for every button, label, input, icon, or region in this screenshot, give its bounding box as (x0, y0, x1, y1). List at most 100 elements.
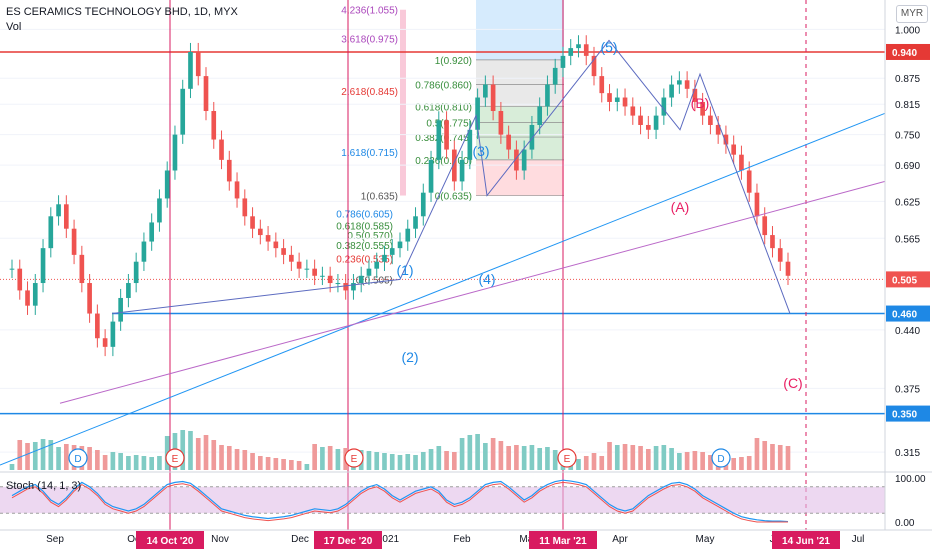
date-tag-label: 14 Jun '21 (782, 536, 830, 547)
fib-small-label: 0(0.505) (356, 275, 393, 286)
fib-small-label: 0.236(0.535) (336, 254, 393, 265)
volume-bar (397, 455, 403, 470)
volume-bar (428, 449, 434, 470)
volume-bar (475, 434, 480, 470)
candle-body (459, 159, 465, 182)
volume-bar (552, 450, 558, 470)
candle-body (746, 170, 752, 193)
fib-small-label: 0.786(0.605) (336, 209, 393, 220)
y-tick-label: 0.565 (895, 234, 920, 245)
candle-body (669, 84, 674, 98)
volume-bar (335, 449, 341, 470)
candle-body (366, 268, 372, 276)
wave-path (111, 39, 791, 315)
volume-bar (118, 453, 123, 470)
candle-body (56, 204, 61, 217)
volume-bar (645, 449, 651, 470)
fib-label: 1(0.920) (435, 56, 472, 67)
fib-label: 0.5(0.775) (426, 119, 472, 130)
dividend-marker (68, 448, 88, 468)
volume-bar (102, 455, 108, 470)
candle-body (645, 124, 651, 130)
volume-bar (149, 457, 155, 470)
volume-bar (537, 448, 543, 470)
candle-body (614, 97, 620, 102)
dividend-marker-label: D (717, 454, 724, 465)
volume-bar (420, 452, 426, 470)
candle-body (343, 283, 349, 291)
candle-body (102, 338, 108, 347)
volume-bar (514, 445, 519, 470)
volume-bar (661, 445, 667, 470)
currency-button[interactable]: MYR (896, 5, 928, 23)
fib-label: 0.618(0.810) (415, 102, 472, 113)
fib-ext-label: 1(0.635) (361, 192, 398, 203)
candle-body (467, 129, 473, 160)
candle-body (257, 228, 263, 236)
candle-body (576, 44, 581, 49)
price-axis: 1.000 0.875 0.815 0.750 0.690 0.625 0.565 0.440… (884, 0, 930, 530)
x-tick-label: Dec (291, 534, 309, 545)
candle-body (607, 93, 612, 102)
candle-body (583, 44, 589, 56)
volume-bar (653, 446, 659, 470)
candle-body (9, 268, 15, 270)
volume-bar (25, 443, 30, 470)
volume-bar (95, 450, 100, 470)
fib-label: 0.786(0.860) (415, 81, 472, 92)
trend-lines (0, 39, 886, 466)
candle-body (677, 80, 682, 85)
volume-bar (257, 456, 263, 470)
stoch-tick: 0.00 (895, 518, 915, 529)
volume-bar (444, 451, 449, 470)
volume-bar (576, 459, 581, 470)
symbol-title: ES CERAMICS TECHNOLOGY BHD, 1D, MYX (6, 6, 238, 18)
volume-bar (126, 456, 131, 470)
x-tick-label: Feb (453, 534, 471, 545)
x-tick-label: Oct (127, 534, 143, 545)
candle-body (537, 106, 543, 125)
candle-body (529, 124, 535, 150)
candle-body (320, 275, 325, 277)
candle-body (661, 97, 667, 116)
candle-body (358, 275, 364, 284)
volume-bar (708, 455, 713, 470)
volume-bar (413, 455, 418, 470)
candle-body (180, 88, 186, 135)
candle-body (195, 51, 201, 77)
volume-bar (436, 446, 442, 470)
date-tag (136, 531, 204, 549)
candle-body (95, 313, 100, 339)
candle-body (188, 51, 193, 89)
y-tick-label: 0.750 (895, 131, 920, 142)
earnings-marker (344, 448, 364, 468)
candle-body (630, 106, 636, 116)
volume-bar (366, 451, 372, 470)
price-tag (886, 271, 930, 288)
volume-bar (583, 456, 589, 470)
volume-bar (157, 456, 162, 470)
candle-body (475, 97, 480, 130)
candle-body (157, 198, 162, 223)
fib-ext-label: 3.618(0.975) (341, 35, 398, 46)
candle-body (304, 268, 310, 270)
candle-body (126, 283, 131, 298)
candle-body (87, 283, 92, 314)
candle-body (25, 290, 30, 306)
candle-body (444, 120, 449, 150)
date-tag-label: 14 Oct '20 (147, 536, 194, 547)
candle-body (389, 248, 395, 255)
candle-body (638, 115, 643, 125)
volume-bar (739, 457, 744, 470)
volume-bar (746, 456, 752, 470)
wave-label: (A) (671, 199, 690, 215)
candle-body (327, 275, 333, 284)
candle-body (273, 241, 279, 249)
volume-bar (87, 447, 92, 470)
volume-bar (692, 451, 698, 470)
volume-bar (677, 453, 682, 470)
candle-body (731, 144, 737, 155)
candle-body (428, 159, 434, 193)
candle-body (79, 254, 85, 284)
